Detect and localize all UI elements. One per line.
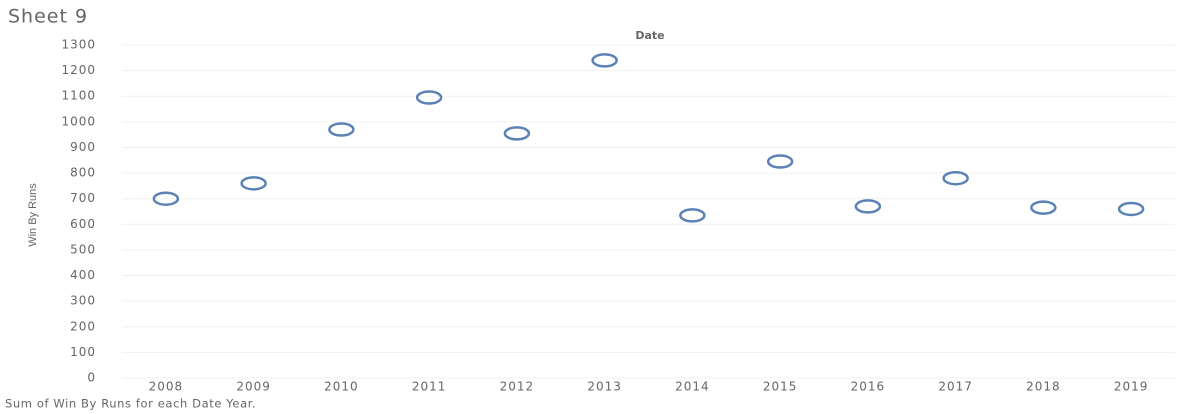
point [679, 208, 706, 223]
point [415, 90, 443, 105]
y-tick-label: 700 [70, 191, 96, 205]
point [1117, 201, 1145, 217]
point [240, 176, 267, 191]
y-tick-label: 1200 [61, 63, 96, 77]
point [1030, 200, 1057, 215]
point [854, 199, 882, 214]
y-tick-label: 1100 [61, 89, 96, 103]
x-tick-label: 2018 [1026, 380, 1061, 394]
point [503, 126, 531, 141]
y-tick-label: 100 [70, 345, 96, 359]
y-tick-label: 400 [70, 268, 96, 282]
x-tick-label: 2013 [587, 380, 622, 394]
point [942, 170, 969, 186]
y-tick-label: 900 [70, 140, 96, 154]
x-tick-label: 2009 [236, 380, 271, 394]
y-tick-label: 200 [70, 319, 96, 333]
footnote: Sum of Win By Runs for each Date Year. [5, 397, 256, 411]
x-tick-label: 2014 [675, 380, 710, 394]
x-tick-label: 2019 [1114, 380, 1149, 394]
y-tick-label: 1300 [61, 38, 96, 52]
y-tick-label: 0 [87, 371, 96, 385]
x-tick-label: 2017 [938, 380, 973, 394]
x-tick-label: 2011 [412, 380, 447, 394]
x-axis-title: Date [635, 29, 664, 42]
x-tick-label: 2016 [851, 380, 886, 394]
point [152, 191, 180, 206]
chart-title: Sheet 9 [8, 6, 88, 28]
point [766, 154, 794, 169]
x-tick-label: 2008 [149, 380, 184, 394]
point [328, 122, 355, 137]
y-tick-label: 600 [70, 217, 96, 231]
x-tick-label: 2012 [500, 380, 535, 394]
x-tick-label: 2015 [763, 380, 798, 394]
y-tick-label: 500 [70, 242, 96, 256]
x-tick-label: 2010 [324, 380, 359, 394]
y-tick-label: 300 [70, 294, 96, 308]
y-axis-title: Win By Runs [27, 183, 39, 247]
point [591, 53, 618, 68]
y-tick-label: 800 [70, 166, 96, 180]
y-tick-label: 1000 [61, 114, 96, 128]
